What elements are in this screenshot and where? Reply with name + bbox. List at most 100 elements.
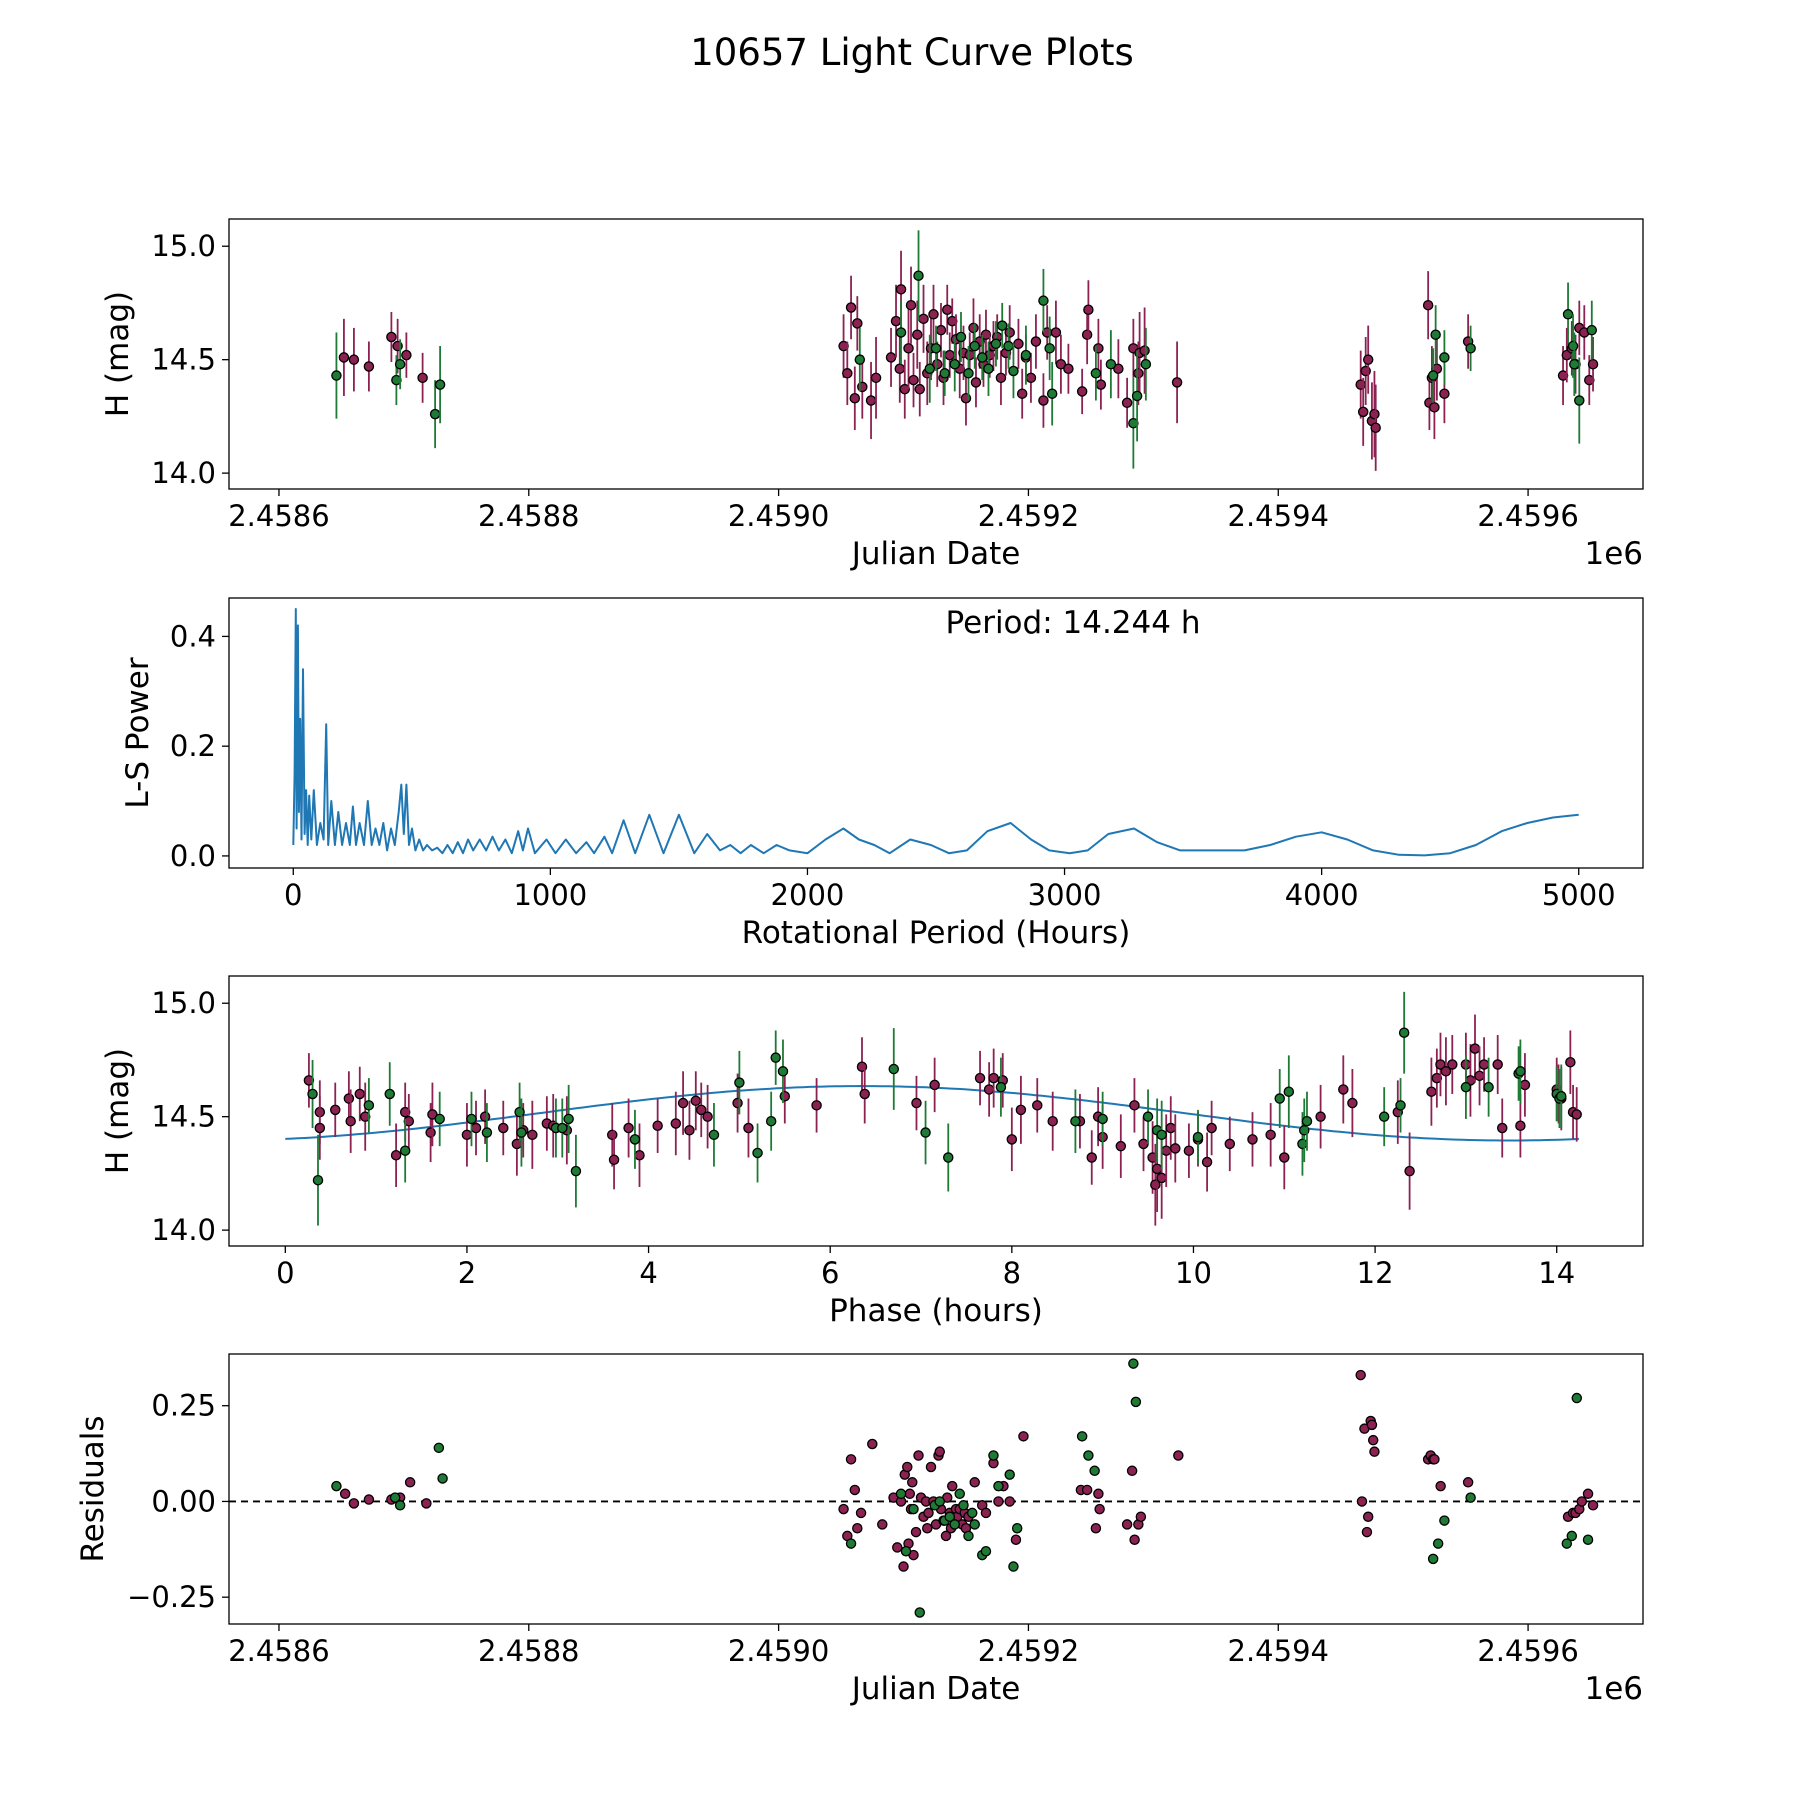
data-point xyxy=(931,358,943,370)
data-point xyxy=(1582,1534,1594,1545)
data-point xyxy=(908,1503,919,1515)
data-point xyxy=(1032,1100,1043,1111)
data-point xyxy=(1050,327,1062,338)
data-point xyxy=(1135,1511,1147,1523)
data-point xyxy=(914,1607,926,1618)
data-point xyxy=(1576,1496,1588,1507)
data-point xyxy=(811,1100,822,1111)
data-point xyxy=(1008,365,1019,377)
x-tick-label: 0 xyxy=(284,878,302,912)
data-point xyxy=(969,1477,980,1488)
data-point xyxy=(963,1530,974,1542)
data-point xyxy=(1571,1109,1582,1120)
data-point xyxy=(390,1149,402,1161)
data-point xyxy=(734,1077,745,1088)
data-point xyxy=(908,374,919,386)
data-point xyxy=(930,343,942,354)
data-point xyxy=(1113,363,1124,374)
data-point xyxy=(925,1461,937,1473)
data-point xyxy=(1361,1526,1373,1538)
data-point xyxy=(1430,329,1441,340)
data-point xyxy=(623,1122,634,1134)
data-point xyxy=(993,1496,1004,1507)
y-axis-label: L-S Power xyxy=(120,657,156,808)
data-point xyxy=(1367,1434,1379,1446)
data-point xyxy=(399,1145,411,1156)
x-tick-label: 8 xyxy=(1003,1256,1021,1290)
x-tick-label: 2.4590 xyxy=(728,499,829,533)
data-point xyxy=(1398,1027,1410,1038)
x-tick-label: 2.4596 xyxy=(1477,1634,1578,1668)
data-point xyxy=(935,324,947,336)
data-point xyxy=(865,395,877,406)
data-point xyxy=(842,368,853,379)
data-point xyxy=(1142,1111,1154,1122)
data-point xyxy=(343,1093,355,1104)
x-tick-label: 2.4596 xyxy=(1477,499,1578,533)
data-point xyxy=(995,1081,1007,1093)
data-point xyxy=(1128,1358,1139,1369)
data-point xyxy=(404,1477,416,1488)
data-point xyxy=(1369,1446,1380,1457)
data-point xyxy=(498,1122,509,1134)
data-point xyxy=(514,1106,525,1118)
data-point xyxy=(1044,343,1055,354)
data-point xyxy=(920,1127,931,1138)
data-point xyxy=(845,302,857,313)
x-tick-label: 4000 xyxy=(1285,878,1359,912)
x-tick-label: 2000 xyxy=(771,878,845,912)
x-tick-label: 5000 xyxy=(1542,878,1616,912)
data-point xyxy=(608,1154,620,1166)
data-point xyxy=(1301,1115,1313,1127)
data-point xyxy=(1556,1091,1567,1102)
data-point xyxy=(1121,397,1133,409)
data-point xyxy=(401,349,412,361)
data-point xyxy=(958,1500,969,1511)
data-point xyxy=(384,1088,395,1100)
data-point xyxy=(434,379,446,390)
data-point xyxy=(1439,352,1450,363)
data-point xyxy=(1097,1113,1108,1125)
data-point xyxy=(363,1494,375,1505)
data-point xyxy=(894,363,906,374)
data-point xyxy=(466,1113,477,1125)
y-tick-label: 0.0 xyxy=(170,839,216,873)
data-point xyxy=(892,1542,903,1553)
data-point xyxy=(903,343,914,354)
data-point xyxy=(690,1095,702,1107)
x-tick-label: 4 xyxy=(639,1256,657,1290)
x-offset-label: 1e6 xyxy=(1584,536,1643,572)
data-point xyxy=(976,352,988,363)
y-tick-label: 14.0 xyxy=(151,456,216,490)
data-point xyxy=(922,1523,933,1534)
data-point xyxy=(1378,1111,1390,1122)
data-point xyxy=(1247,1134,1258,1145)
data-point xyxy=(1427,370,1439,381)
data-point xyxy=(1561,1538,1573,1549)
data-point xyxy=(929,1079,940,1091)
data-point xyxy=(1165,1122,1177,1134)
data-point xyxy=(1465,343,1476,354)
x-axis-label: Phase (hours) xyxy=(829,1293,1043,1329)
data-point xyxy=(944,349,955,361)
data-point xyxy=(940,1530,952,1542)
data-point xyxy=(1357,406,1369,418)
data-point xyxy=(708,1129,720,1141)
data-point xyxy=(845,1538,857,1549)
data-point xyxy=(1515,1066,1526,1077)
x-tick-label: 10 xyxy=(1175,1256,1212,1290)
data-point xyxy=(670,1118,682,1129)
series-filter-a xyxy=(339,1369,1599,1572)
data-point xyxy=(427,1109,438,1120)
data-point xyxy=(516,1127,527,1138)
data-point xyxy=(910,1526,922,1538)
data-point xyxy=(1170,1143,1181,1154)
series-filter-b xyxy=(331,230,1598,469)
data-point xyxy=(914,383,926,395)
x-tick-label: 2.4592 xyxy=(978,1634,1079,1668)
data-point xyxy=(1422,299,1434,311)
data-point xyxy=(963,368,974,379)
x-tick-label: 2.4590 xyxy=(728,1634,829,1668)
data-point xyxy=(394,1500,406,1511)
